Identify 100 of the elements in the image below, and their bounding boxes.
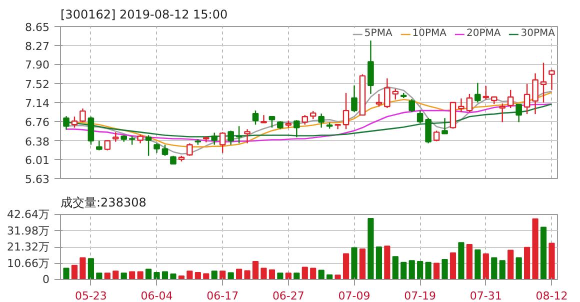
bar xyxy=(294,272,300,280)
bar xyxy=(137,271,144,280)
bar xyxy=(466,244,473,280)
candlestick xyxy=(252,110,259,126)
y-tick-label: 6.38 xyxy=(25,135,50,148)
bar xyxy=(203,273,210,280)
candlestick xyxy=(408,98,416,113)
candlestick xyxy=(548,69,555,91)
bar xyxy=(359,248,366,280)
bar xyxy=(104,272,110,280)
bar xyxy=(540,226,547,280)
bar xyxy=(368,218,374,280)
bar xyxy=(491,257,498,280)
bar xyxy=(425,262,432,280)
candlestick xyxy=(351,84,358,113)
bar xyxy=(88,258,94,280)
bar xyxy=(342,253,350,280)
candlestick xyxy=(425,118,432,144)
candlestick xyxy=(482,85,490,100)
candlestick xyxy=(186,142,193,156)
bar xyxy=(508,250,514,280)
bar xyxy=(318,270,324,280)
y-tick-label: 8.27 xyxy=(25,40,50,54)
bar xyxy=(326,274,333,280)
bar xyxy=(244,270,250,280)
candlestick xyxy=(260,114,267,124)
bar xyxy=(334,274,341,280)
bar xyxy=(310,268,316,280)
candlestick xyxy=(442,118,448,134)
bar xyxy=(458,242,464,280)
legend-label: 20PMA xyxy=(466,28,501,39)
candlestick xyxy=(236,126,242,144)
candlestick xyxy=(162,144,168,156)
bar xyxy=(400,262,407,280)
bar xyxy=(145,268,152,280)
candlestick xyxy=(466,93,473,113)
candlestick xyxy=(532,72,538,115)
candlestick xyxy=(368,40,374,95)
candlestick xyxy=(458,98,464,113)
candlestick xyxy=(302,114,308,126)
bar xyxy=(417,261,424,280)
candlestick xyxy=(507,89,514,109)
bar xyxy=(228,272,234,280)
candlestick xyxy=(145,134,152,156)
bar xyxy=(384,246,390,280)
bar xyxy=(516,257,522,280)
bar xyxy=(170,274,176,280)
bar xyxy=(71,264,78,280)
bar xyxy=(186,270,193,280)
candlestick xyxy=(71,116,78,128)
bar xyxy=(474,249,481,280)
candlestick xyxy=(524,83,530,115)
legend-label: 10PMA xyxy=(412,28,447,39)
bar xyxy=(162,271,168,280)
y-tick-label: 7.52 xyxy=(25,78,50,91)
bar xyxy=(548,242,555,280)
candlestick xyxy=(154,142,160,154)
bar xyxy=(211,270,218,280)
candlestick xyxy=(96,140,102,151)
candlestick xyxy=(88,116,94,146)
candlestick xyxy=(112,132,119,142)
bar xyxy=(120,272,127,280)
bar xyxy=(80,257,86,280)
x-tick-label: 07-31 xyxy=(470,290,502,302)
candlestick xyxy=(63,115,70,130)
bar xyxy=(277,272,284,280)
bar xyxy=(450,252,456,280)
bar xyxy=(285,272,292,280)
bar xyxy=(112,270,119,280)
x-tick-label: 05-23 xyxy=(74,290,107,302)
bar xyxy=(376,246,382,280)
candlestick xyxy=(499,102,506,123)
candlestick xyxy=(219,132,226,154)
y-tick-label: 7.90 xyxy=(25,58,50,72)
bar xyxy=(302,266,308,280)
bar xyxy=(482,253,489,280)
x-tick-label: 06-27 xyxy=(272,290,304,302)
y-tick-label: 21.32万 xyxy=(7,240,50,254)
bar xyxy=(532,218,538,280)
y-tick-label: 10.66万 xyxy=(7,256,50,270)
chart-title: [300162] 2019-08-12 15:00 xyxy=(60,8,228,22)
candlestick xyxy=(294,120,300,138)
bar xyxy=(524,246,530,280)
bar xyxy=(260,268,267,280)
x-tick-label: 07-19 xyxy=(404,290,436,302)
legend-label: 5PMA xyxy=(364,28,392,39)
candlestick xyxy=(334,124,341,130)
bar xyxy=(252,261,259,280)
candlestick xyxy=(376,93,382,108)
candlestick xyxy=(228,130,234,146)
y-tick-label: 6.76 xyxy=(25,116,50,130)
bar xyxy=(194,272,201,280)
bar xyxy=(129,271,136,280)
legend-label: 30PMA xyxy=(520,28,555,39)
candlestick xyxy=(268,115,276,128)
bar xyxy=(392,256,398,280)
candlestick xyxy=(104,140,111,151)
bar xyxy=(220,270,226,280)
bar xyxy=(442,259,448,280)
bar xyxy=(63,268,70,280)
